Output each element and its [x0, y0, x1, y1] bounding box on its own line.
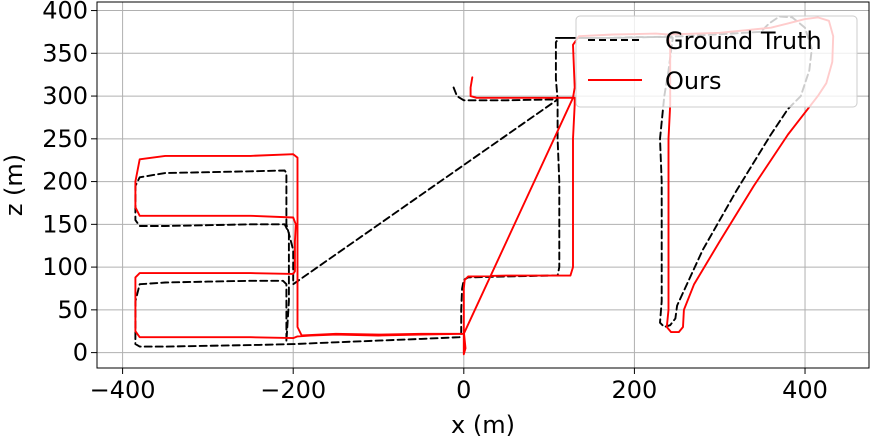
x-tick-label: 200: [612, 376, 658, 404]
y-tick-label: 300: [42, 82, 88, 110]
series-layer: [134, 15, 835, 356]
legend: Ground Truth Ours: [575, 15, 858, 108]
legend-label-ground-truth: Ground Truth: [665, 27, 822, 55]
y-tick-label: 250: [42, 125, 88, 153]
series-line-ours: [134, 16, 835, 356]
x-tick-label: 0: [456, 376, 471, 404]
y-tick-label: 400: [42, 0, 88, 25]
y-tick-label: 100: [42, 253, 88, 281]
y-tick-label: 350: [42, 39, 88, 67]
x-axis-label: x (m): [451, 411, 515, 439]
plot-frame: [96, 1, 870, 369]
y-tick-label: 0: [73, 339, 88, 367]
ticks: −400 −200 0 200 400 0 50 100 150 200 250 300 350 400: [42, 0, 828, 404]
y-tick-label: 200: [42, 168, 88, 196]
y-tick-label: 50: [57, 296, 88, 324]
legend-label-ours: Ours: [665, 67, 721, 95]
x-tick-label: −200: [260, 376, 326, 404]
legend-box: [575, 15, 858, 108]
x-tick-label: −400: [90, 376, 156, 404]
x-tick-label: 400: [782, 376, 828, 404]
y-axis-label: z (m): [0, 154, 28, 216]
y-tick-label: 150: [42, 210, 88, 238]
